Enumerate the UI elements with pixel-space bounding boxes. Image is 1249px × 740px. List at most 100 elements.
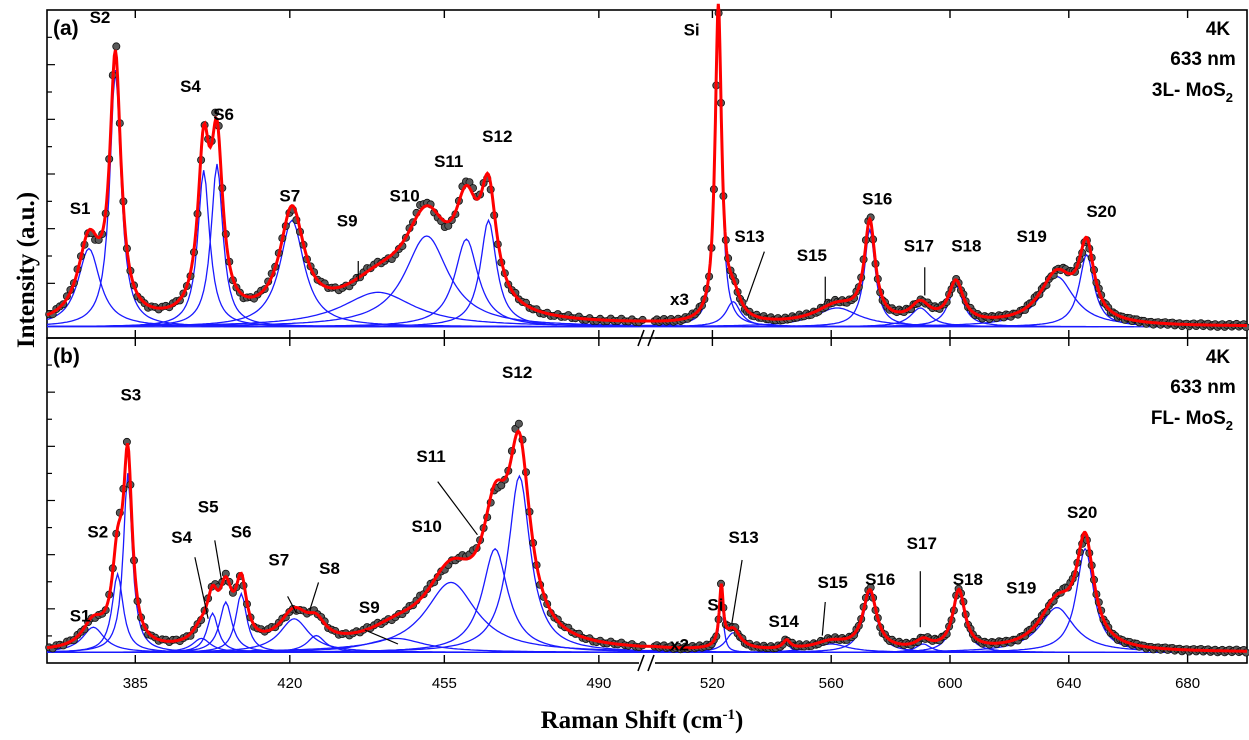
info-sample-subscript: 2 (1226, 90, 1233, 105)
peak-label-S5: S5 (198, 497, 219, 516)
peak-label-S3: S3 (120, 385, 141, 404)
peak-label-S19: S19 (1017, 227, 1047, 246)
info-sample-subscript: 2 (1226, 418, 1233, 433)
data-point (497, 481, 506, 490)
panel-label: (a) (53, 17, 79, 40)
y-axis-title: Intensity (a.u.) (13, 192, 40, 348)
peak-label-S13: S13 (734, 227, 764, 246)
component-peak-S11 (230, 547, 732, 653)
peak-label-Si: Si (707, 595, 723, 614)
peak-label-S20: S20 (1086, 202, 1116, 221)
peak-label-S6: S6 (231, 523, 252, 542)
annotation-arrow (214, 540, 222, 580)
peak-label-S15: S15 (818, 573, 848, 592)
x-axis-title-end: ) (735, 707, 743, 734)
annotation-arrow (437, 481, 478, 536)
info-sample-name: 3L- MoS (1152, 80, 1226, 101)
axis-break-mark (637, 654, 645, 672)
x-tick-label: 420 (277, 675, 302, 692)
annotation-arrow (364, 629, 399, 645)
peak-label-S8: S8 (319, 559, 340, 578)
peak-label-S1: S1 (70, 607, 91, 626)
peak-label-S18: S18 (951, 237, 981, 256)
info-sample: FL- MoS2 (1151, 408, 1233, 433)
peak-label-S15: S15 (797, 246, 827, 265)
x-axis: 385 420 455 490 520 560 600 640 680 (123, 675, 1200, 692)
data-point (112, 42, 121, 51)
component-peak-Si (475, 13, 897, 328)
peak-label-S19: S19 (1006, 579, 1036, 598)
fit-curve (642, 530, 1247, 653)
annotation-arrow (309, 582, 320, 611)
fit-curve (46, 429, 644, 650)
x-axis-title-main: Raman Shift (cm (541, 707, 723, 734)
x-axis-title: Raman Shift (cm-1) (541, 707, 744, 734)
peak-label-S9: S9 (359, 598, 380, 617)
info-sample-name: FL- MoS (1151, 408, 1226, 429)
peak-label-S17: S17 (904, 237, 934, 256)
peak-label-S7: S7 (279, 187, 300, 206)
axis-break-mark (647, 654, 655, 672)
data-point (514, 419, 523, 428)
scale-multiplier: x2 (670, 635, 689, 654)
info-wavelength: 633 nm (1170, 377, 1235, 398)
peak-label-S7: S7 (268, 551, 289, 570)
peak-label-S4: S4 (180, 77, 201, 96)
x-tick-label: 455 (432, 675, 457, 692)
component-peak-S3 (48, 473, 393, 653)
peak-label-S6: S6 (213, 105, 234, 124)
peak-label-S12: S12 (482, 127, 512, 146)
info-temperature: 4K (1206, 19, 1231, 40)
x-tick-label: 560 (819, 675, 844, 692)
peak-label-S16: S16 (862, 190, 892, 209)
peak-label-S12: S12 (502, 363, 532, 382)
info-sample: 3L- MoS2 (1152, 80, 1233, 105)
annotation-arrow (731, 559, 743, 625)
peak-label-S2: S2 (90, 8, 111, 27)
peak-label-S10: S10 (389, 187, 419, 206)
annotation-arrow (745, 251, 765, 302)
component-peak-S7 (47, 618, 560, 653)
component-peak-S9 (113, 291, 643, 327)
peak-label-S4: S4 (171, 528, 192, 547)
data-points (45, 419, 1249, 657)
peak-label-S1: S1 (70, 199, 91, 218)
peak-label-S11: S11 (434, 152, 463, 171)
x-axis-title-superscript: -1 (723, 707, 736, 723)
fit-curve (643, 3, 1247, 328)
peak-label-S17: S17 (907, 534, 937, 553)
fit-curve (46, 49, 643, 323)
peak-label-S18: S18 (953, 570, 983, 589)
panel-label: (b) (53, 345, 80, 368)
annotation-arrow (194, 557, 209, 619)
peak-label-S13: S13 (728, 528, 758, 547)
panel-b: S1 S2 S3 S4 S5 S6 S7 S8 S9 S10 S11 S12 Si S13 S14 S15 S1… (45, 337, 1249, 672)
axis-break-gap (639, 657, 655, 669)
peak-label-S20: S20 (1067, 503, 1097, 522)
panel-frame (46, 337, 1248, 664)
component-peak-S18 (780, 592, 1138, 653)
scale-multiplier: x3 (670, 290, 689, 309)
component-peak-S19 (878, 276, 1236, 327)
component-peak-S19 (878, 606, 1236, 653)
x-tick-label: 385 (123, 675, 148, 692)
peak-label-Si: Si (684, 21, 700, 40)
x-tick-label: 600 (937, 675, 962, 692)
data-points (45, 9, 1249, 332)
panel-a: S1 S2 S4 S6 S7 S9 S10 S11 S12 Si S13 S15 S16 S17 S18 S1… (45, 3, 1249, 347)
peak-label-S11: S11 (416, 447, 445, 466)
peak-label-S16: S16 (865, 570, 895, 589)
panel-frame (46, 9, 1248, 339)
x-tick-label: 490 (586, 675, 611, 692)
component-peak-S12 (223, 218, 728, 328)
peak-label-S10: S10 (412, 517, 442, 536)
info-wavelength: 633 nm (1170, 49, 1235, 70)
x-tick-label: 640 (1056, 675, 1081, 692)
peak-label-S9: S9 (337, 212, 358, 231)
peak-label-S2: S2 (87, 523, 108, 542)
annotation-arrow (287, 596, 297, 614)
x-tick-label: 520 (700, 675, 725, 692)
x-tick-label: 680 (1175, 675, 1200, 692)
annotation-arrow (821, 601, 826, 636)
